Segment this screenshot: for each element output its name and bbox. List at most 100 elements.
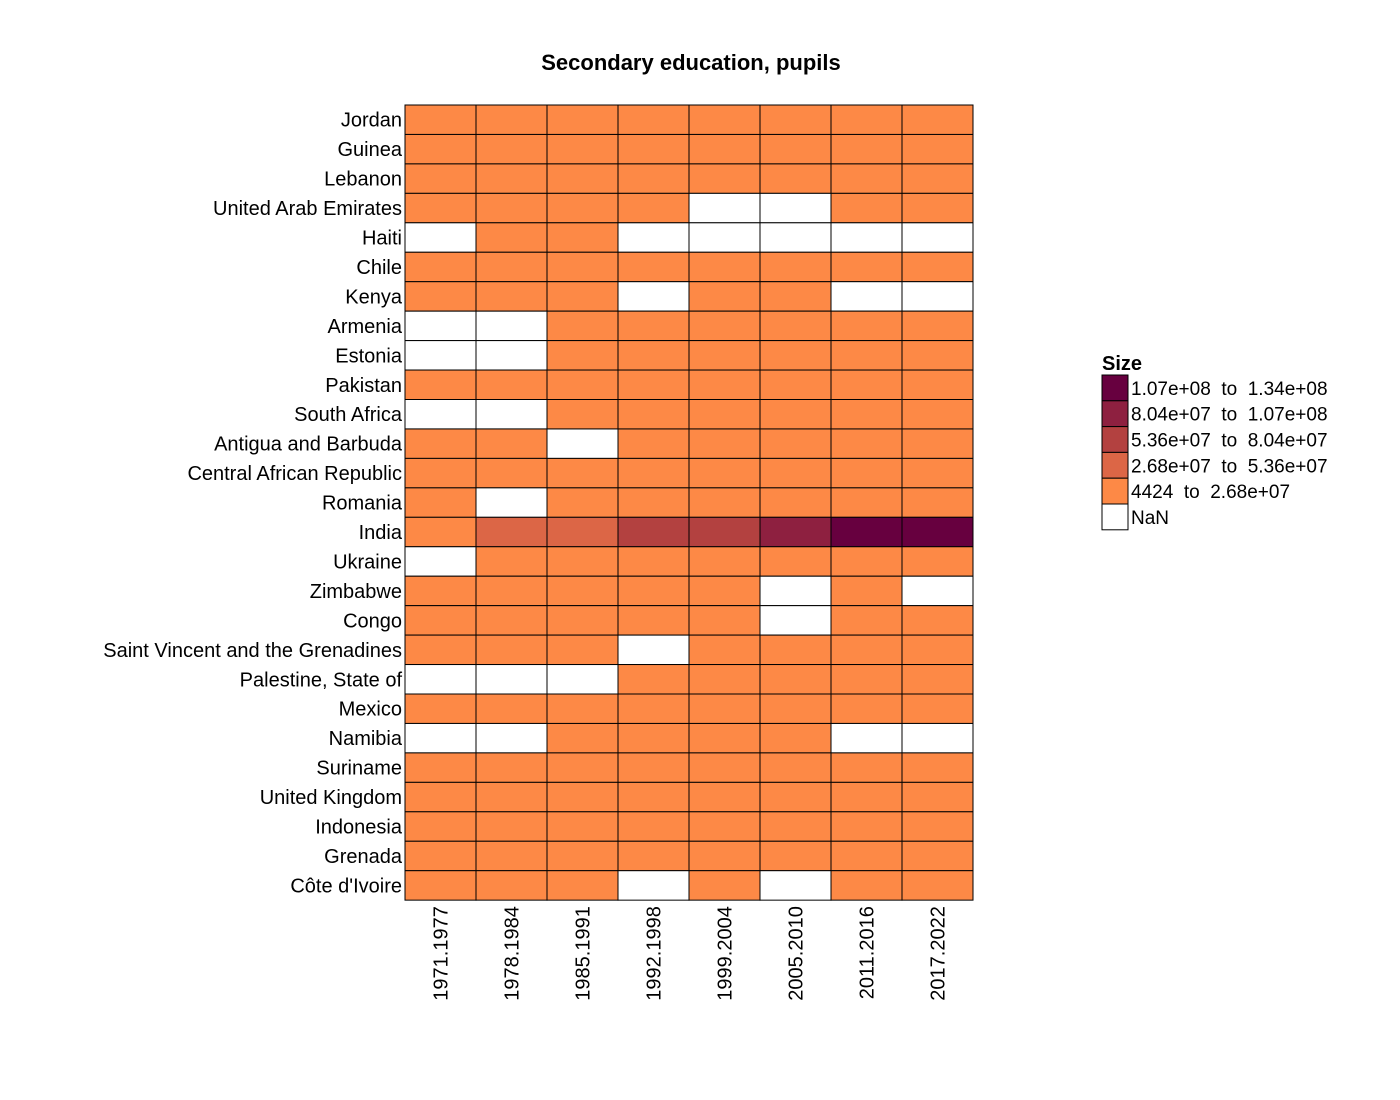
- heatmap-cell: [546, 516, 619, 548]
- heatmap-cell: [688, 664, 761, 695]
- heatmap-cell: [901, 870, 974, 901]
- heatmap-cell: [546, 281, 619, 312]
- heatmap-cell: [617, 399, 690, 430]
- heatmap-cell: [475, 811, 548, 842]
- heatmap-cell: [617, 163, 690, 194]
- heatmap-cell: [759, 428, 832, 459]
- heatmap-cell: [617, 281, 690, 312]
- heatmap-cell: [546, 752, 619, 783]
- heatmap-cell: [688, 575, 761, 607]
- row-label: Kenya: [345, 286, 403, 308]
- heatmap-cell: [901, 369, 974, 400]
- heatmap-cell: [404, 722, 477, 754]
- heatmap-cell: [546, 840, 619, 872]
- legend-swatch: [1101, 451, 1129, 479]
- row-label: Pakistan: [325, 375, 402, 397]
- heatmap-cell: [617, 251, 690, 283]
- heatmap-cell: [404, 634, 477, 666]
- heatmap-cell: [830, 516, 903, 548]
- column-labels: 1971.1977 1978.1984 1985.1991 1992.1998 1999…: [431, 906, 950, 1001]
- heatmap-cell: [404, 516, 477, 548]
- heatmap-cell: [901, 310, 974, 342]
- heatmap-cell: [475, 781, 548, 813]
- heatmap-cell: [404, 840, 477, 872]
- heatmap-cell: [546, 870, 619, 901]
- heatmap-cell: [688, 310, 761, 342]
- row-label: Jordan: [341, 110, 402, 132]
- heatmap-cell: [546, 487, 619, 518]
- legend-label: 4424 to 2.68e+07: [1131, 482, 1290, 503]
- heatmap-cell: [475, 722, 548, 754]
- heatmap-cell: [475, 457, 548, 489]
- heatmap-cell: [688, 399, 761, 430]
- row-label: Mexico: [339, 699, 402, 721]
- heatmap-cell: [475, 870, 548, 901]
- heatmap-cell: [404, 693, 477, 724]
- heatmap-cell: [901, 192, 974, 224]
- legend-items: 1.07e+08 to 1.34e+08 8.04e+07 to 1.07e+08…: [1101, 374, 1328, 531]
- row-label: United Kingdom: [260, 787, 402, 809]
- column-label: 1999.2004: [715, 906, 737, 1001]
- heatmap-cell: [404, 192, 477, 224]
- heatmap-cell: [901, 104, 974, 135]
- heatmap-cell: [546, 369, 619, 400]
- heatmap-cell: [404, 310, 477, 342]
- heatmap-cell: [759, 369, 832, 400]
- row-label: Saint Vincent and the Grenadines: [103, 640, 402, 662]
- heatmap-cell: [901, 664, 974, 695]
- legend-label: 8.04e+07 to 1.07e+08: [1131, 405, 1328, 426]
- heatmap-cell: [759, 104, 832, 135]
- heatmap-cell: [404, 605, 477, 636]
- heatmap-cell: [688, 516, 761, 548]
- heatmap-cells: [404, 104, 974, 901]
- heatmap-cell: [404, 281, 477, 312]
- row-label: Palestine, State of: [240, 669, 403, 691]
- heatmap-cell: [617, 192, 690, 224]
- heatmap-cell: [759, 693, 832, 724]
- heatmap-cell: [830, 369, 903, 400]
- heatmap-cell: [901, 634, 974, 666]
- heatmap-cell: [617, 340, 690, 371]
- heatmap-cell: [546, 457, 619, 489]
- heatmap-cell: [688, 428, 761, 459]
- heatmap-cell: [830, 163, 903, 194]
- heatmap-cell: [617, 664, 690, 695]
- row-label: Lebanon: [324, 169, 402, 191]
- heatmap-cell: [759, 251, 832, 283]
- heatmap-cell: [404, 457, 477, 489]
- heatmap-cell: [475, 487, 548, 518]
- heatmap-cell: [759, 546, 832, 577]
- heatmap-cell: [688, 281, 761, 312]
- heatmap-cell: [830, 605, 903, 636]
- heatmap-cell: [901, 428, 974, 459]
- heatmap-cell: [475, 281, 548, 312]
- heatmap-cell: [901, 752, 974, 783]
- heatmap-cell: [830, 781, 903, 813]
- row-label: Antigua and Barbuda: [214, 434, 403, 456]
- heatmap-cell: [617, 752, 690, 783]
- heatmap-cell: [830, 870, 903, 901]
- heatmap-cell: [617, 428, 690, 459]
- heatmap-cell: [759, 634, 832, 666]
- heatmap-cell: [546, 104, 619, 135]
- heatmap-cell: [546, 192, 619, 224]
- heatmap-cell: [404, 546, 477, 577]
- heatmap-cell: [759, 664, 832, 695]
- heatmap-cell: [901, 516, 974, 548]
- heatmap-cell: [901, 163, 974, 194]
- heatmap-cell: [617, 781, 690, 813]
- heatmap-cell: [475, 546, 548, 577]
- column-label: 1985.1991: [573, 906, 595, 1001]
- heatmap-cell: [475, 399, 548, 430]
- heatmap-cell: [830, 693, 903, 724]
- heatmap-cell: [830, 340, 903, 371]
- heatmap-cell: [546, 575, 619, 607]
- heatmap-cell: [404, 104, 477, 135]
- heatmap-cell: [901, 693, 974, 724]
- row-label: Grenada: [324, 846, 403, 868]
- row-label: Zimbabwe: [310, 581, 402, 603]
- heatmap-cell: [759, 310, 832, 342]
- heatmap-cell: [546, 133, 619, 165]
- heatmap-cell: [830, 575, 903, 607]
